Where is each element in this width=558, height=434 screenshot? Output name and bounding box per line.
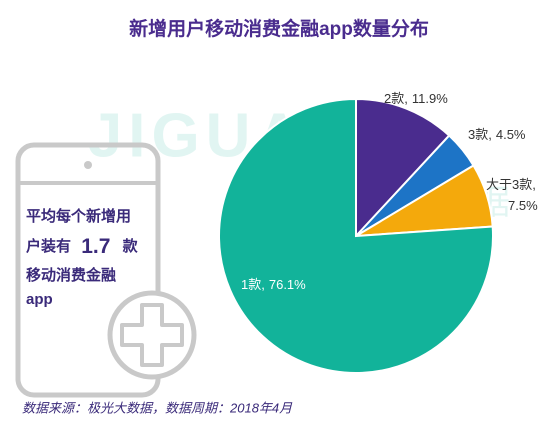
label-category: 2款: [384, 91, 404, 106]
data-label: 2款, 11.9%: [384, 91, 448, 106]
label-category: 3款: [468, 127, 488, 142]
callout-number: 1.7: [81, 235, 110, 258]
label-separator: ,: [404, 91, 408, 106]
data-label: 大于3款, 7.5%: [486, 177, 538, 213]
phone-icon: [15, 142, 197, 398]
callout-line: app: [26, 291, 53, 308]
callout-text: 户装有: [26, 237, 71, 255]
pie: [218, 97, 494, 374]
phone-camera: [84, 161, 92, 169]
callout-text: 款: [123, 237, 139, 255]
label-value: 11.9%: [412, 91, 448, 106]
label-separator: ,: [261, 277, 265, 292]
label-value: 7.5%: [508, 198, 538, 213]
callout: 平均每个新增用 户装有 1.7 款 移动消费金融 app: [26, 207, 139, 308]
pie-slice: [355, 97, 451, 239]
data-label: 3款, 4.5%: [468, 127, 526, 142]
label-separator: ,: [488, 127, 492, 142]
label-category: 1款: [241, 277, 261, 292]
callout-line: 户装有 1.7 款: [26, 235, 139, 258]
phone-outline: [15, 142, 161, 398]
chart-title: 新增用户移动消费金融app数量分布: [129, 17, 429, 40]
label-value: 4.5%: [496, 127, 526, 142]
label-value: 76.1%: [269, 277, 306, 292]
pie-slice: [218, 97, 494, 374]
source: 数据来源：极光大数据，数据周期：2018年4月: [22, 400, 293, 415]
plus-sign: [120, 303, 184, 367]
label-category: 大于3款: [486, 177, 532, 192]
callout-line: 平均每个新增用: [26, 207, 131, 225]
label-separator: ,: [532, 177, 536, 192]
data-label: 1款, 76.1%: [241, 277, 306, 292]
plus-circle: [107, 290, 197, 380]
callout-line: 移动消费金融: [26, 266, 116, 284]
